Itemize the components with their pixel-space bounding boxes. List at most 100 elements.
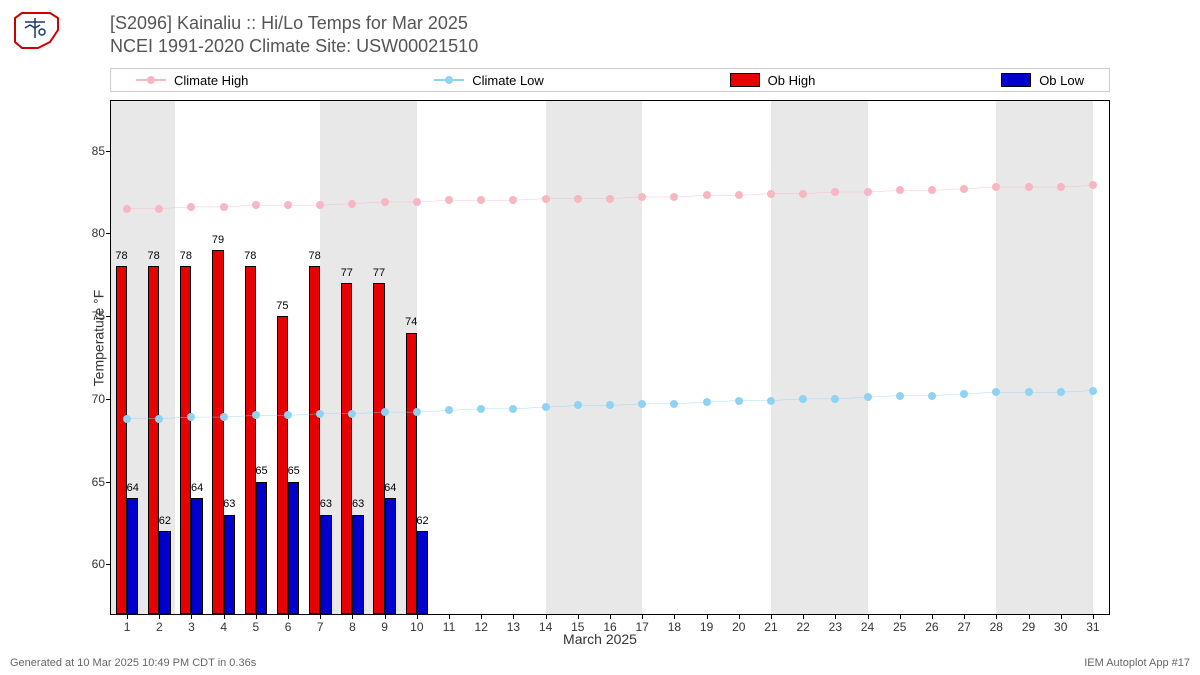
chart-title: [S2096] Kainaliu :: Hi/Lo Temps for Mar … (110, 12, 478, 59)
climate-low-marker (542, 403, 550, 411)
climate-high-marker (1089, 181, 1097, 189)
climate-high-marker (155, 205, 163, 213)
climate-high-marker (574, 195, 582, 203)
ob-high-bar (180, 266, 191, 614)
climate-high-marker (831, 188, 839, 196)
weekend-shade (771, 101, 868, 614)
climate-low-marker (252, 411, 260, 419)
climate-low-marker (735, 397, 743, 405)
ob-high-bar (341, 283, 352, 614)
ob-low-label: 63 (223, 498, 235, 510)
ob-high-label: 78 (115, 250, 127, 262)
legend-climate-low: Climate Low (434, 73, 544, 88)
ob-low-bar (127, 498, 138, 614)
ob-high-bar (116, 266, 127, 614)
climate-high-marker (670, 193, 678, 201)
climate-low-marker (928, 392, 936, 400)
climate-low-marker (831, 395, 839, 403)
ob-high-label: 77 (373, 267, 385, 279)
climate-low-marker (864, 393, 872, 401)
climate-high-marker (703, 191, 711, 199)
weekend-shade (320, 101, 417, 614)
legend-ob-low: Ob Low (1001, 73, 1084, 88)
climate-high-marker (928, 186, 936, 194)
ob-high-bar (212, 250, 223, 614)
title-line-2: NCEI 1991-2020 Climate Site: USW00021510 (110, 35, 478, 58)
climate-low-marker (220, 413, 228, 421)
climate-low-marker (670, 400, 678, 408)
climate-high-marker (542, 195, 550, 203)
title-line-1: [S2096] Kainaliu :: Hi/Lo Temps for Mar … (110, 12, 478, 35)
climate-low-marker (509, 405, 517, 413)
climate-low-marker (767, 397, 775, 405)
climate-low-marker (1025, 388, 1033, 396)
climate-high-marker (896, 186, 904, 194)
climate-low-marker (445, 406, 453, 414)
climate-low-marker (284, 411, 292, 419)
climate-low-marker (574, 401, 582, 409)
footer-generated: Generated at 10 Mar 2025 10:49 PM CDT in… (10, 657, 256, 669)
climate-high-marker (413, 198, 421, 206)
ob-high-label: 77 (341, 267, 353, 279)
y-axis-label: Temperature °F (90, 289, 106, 386)
plot-area: 6065707580851234567891011121314151617181… (110, 100, 1110, 615)
ob-low-label: 65 (255, 465, 267, 477)
ob-low-label: 62 (159, 515, 171, 527)
climate-low-marker (316, 410, 324, 418)
ob-low-bar (224, 515, 235, 614)
ob-low-label: 62 (416, 515, 428, 527)
ob-high-bar (309, 266, 320, 614)
climate-low-marker (606, 401, 614, 409)
climate-high-marker (252, 201, 260, 209)
climate-low-marker (155, 415, 163, 423)
climate-low-marker (703, 398, 711, 406)
climate-high-marker (381, 198, 389, 206)
climate-high-marker (1025, 183, 1033, 191)
ob-high-bar (148, 266, 159, 614)
climate-high-marker (284, 201, 292, 209)
climate-high-marker (606, 195, 614, 203)
ob-low-bar (256, 482, 267, 614)
ob-low-label: 64 (191, 482, 203, 494)
ob-low-label: 64 (127, 482, 139, 494)
ob-high-label: 78 (148, 250, 160, 262)
climate-high-marker (509, 196, 517, 204)
climate-high-marker (767, 190, 775, 198)
climate-low-marker (348, 410, 356, 418)
footer-app: IEM Autoplot App #17 (1084, 657, 1190, 669)
ob-high-bar (406, 333, 417, 614)
climate-low-marker (187, 413, 195, 421)
ob-low-bar (385, 498, 396, 614)
climate-low-marker (960, 390, 968, 398)
ob-low-label: 65 (288, 465, 300, 477)
iem-logo (10, 10, 65, 50)
ob-high-bar (373, 283, 384, 614)
climate-high-marker (864, 188, 872, 196)
ob-low-bar (159, 531, 170, 614)
climate-high-marker (187, 203, 195, 211)
ob-low-bar (288, 482, 299, 614)
climate-high-marker (316, 201, 324, 209)
climate-low-marker (896, 392, 904, 400)
climate-low-marker (123, 415, 131, 423)
climate-high-marker (477, 196, 485, 204)
climate-low-marker (381, 408, 389, 416)
ob-high-bar (245, 266, 256, 614)
ob-low-bar (320, 515, 331, 614)
climate-high-marker (348, 200, 356, 208)
climate-high-marker (220, 203, 228, 211)
ob-low-label: 63 (320, 498, 332, 510)
legend-climate-high: Climate High (136, 73, 248, 88)
ob-low-bar (417, 531, 428, 614)
climate-low-marker (477, 405, 485, 413)
ob-high-label: 74 (405, 316, 417, 328)
ob-high-label: 78 (244, 250, 256, 262)
ob-high-label: 78 (180, 250, 192, 262)
weekend-shade (546, 101, 643, 614)
ob-high-label: 78 (308, 250, 320, 262)
climate-high-marker (960, 185, 968, 193)
ob-high-label: 79 (212, 234, 224, 246)
climate-high-marker (445, 196, 453, 204)
climate-low-marker (1057, 388, 1065, 396)
climate-high-marker (992, 183, 1000, 191)
